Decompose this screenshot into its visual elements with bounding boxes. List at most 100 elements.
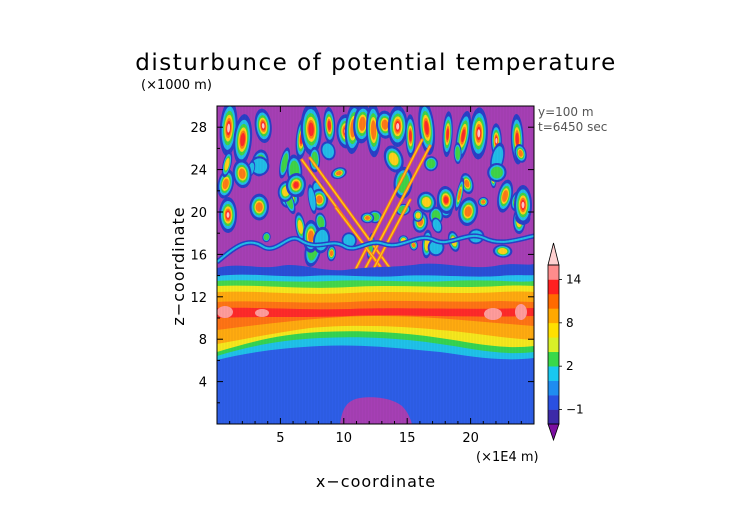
- chart-title: disturbunce of potential temperature: [135, 50, 617, 76]
- cell-contour: [457, 188, 462, 201]
- colorbar-bin: [548, 308, 559, 324]
- cell-contour: [316, 195, 323, 204]
- convective-cell: [405, 114, 416, 158]
- wave-front-core: [347, 139, 423, 285]
- y-tick-label: 4: [199, 376, 207, 391]
- cell-contour: [481, 200, 486, 204]
- x-tick-label: 15: [399, 431, 416, 446]
- cell-contour: [370, 120, 377, 140]
- colorbar-bin: [548, 351, 559, 367]
- convective-cell: [417, 191, 436, 213]
- cell-contour: [521, 201, 525, 209]
- x-axis-label: x−coordinate: [316, 472, 436, 491]
- cell-contour: [251, 158, 268, 174]
- cell-contour: [365, 215, 370, 220]
- y-tick-label: 24: [190, 164, 207, 179]
- cell-contour: [396, 123, 400, 130]
- convective-cell: [249, 193, 270, 221]
- colorbar-tick-label: −1: [566, 403, 584, 417]
- cell-contour: [495, 137, 498, 144]
- x-unit-label: (×1E4 m): [476, 450, 539, 465]
- cell-contour: [381, 119, 389, 130]
- cell-contour: [297, 219, 303, 234]
- cell-contour: [227, 123, 231, 133]
- cell-contour: [343, 234, 356, 247]
- convective-cell: [331, 167, 347, 180]
- x-tick-label: 10: [336, 431, 353, 446]
- convective-cell: [514, 185, 532, 225]
- convective-cell: [320, 141, 336, 161]
- convective-cell: [353, 106, 372, 144]
- convective-cell: [279, 147, 291, 179]
- cell-contour: [308, 122, 314, 137]
- cell-contour: [327, 120, 331, 131]
- convective-cell: [323, 107, 336, 144]
- cell-contour: [497, 248, 508, 255]
- y-unit-label: (×1000 m): [141, 78, 212, 93]
- convective-cell: [418, 106, 436, 156]
- convective-cell: [454, 177, 465, 211]
- cell-contour: [464, 206, 472, 217]
- wave-front-core: [335, 207, 381, 267]
- convective-cell: [360, 212, 375, 224]
- cell-contour: [308, 187, 316, 211]
- cell-contour: [424, 120, 429, 135]
- convective-cell: [412, 209, 424, 222]
- cell-contour: [238, 168, 246, 179]
- colorbar-bin: [548, 265, 559, 280]
- cell-contour: [397, 172, 410, 193]
- cell-contour: [293, 181, 299, 189]
- convective-cell: [221, 151, 233, 178]
- convective-cell: [436, 186, 456, 214]
- convective-cell: [294, 212, 306, 242]
- cell-contour: [518, 149, 523, 157]
- cell-contour: [409, 130, 412, 142]
- convective-cell: [478, 196, 489, 207]
- colorbar-bin: [548, 409, 559, 425]
- wavy-band-core: [217, 235, 534, 263]
- cell-contour: [359, 116, 366, 131]
- cell-contour: [515, 132, 519, 146]
- y-axis: 4 8 12 16 20 24 28: [190, 121, 534, 404]
- convective-cell: [232, 159, 252, 189]
- convective-cell: [254, 108, 272, 144]
- cell-contour: [388, 152, 399, 166]
- y-tick-label: 16: [190, 248, 207, 263]
- vertical-texture: [217, 106, 533, 424]
- convective-cell: [307, 184, 317, 215]
- convective-cell: [469, 107, 488, 160]
- wave-front-core: [373, 199, 411, 269]
- convective-cell: [497, 179, 514, 213]
- lower-blue-region: [217, 345, 534, 424]
- cell-contour: [461, 129, 466, 143]
- convective-cell: [514, 143, 527, 163]
- colorbar-tick-label: 14: [566, 272, 581, 286]
- colorbar-bin: [548, 380, 559, 396]
- annotation-t: t=6450 sec: [538, 120, 607, 134]
- convective-cell: [219, 106, 238, 156]
- convective-cell: [487, 162, 507, 183]
- cell-contour: [443, 196, 449, 204]
- cell-contour: [421, 197, 432, 208]
- colorbar-bin: [548, 395, 559, 410]
- convective-cell: [285, 173, 307, 197]
- cell-contour: [329, 250, 334, 257]
- colorbar-bin: [548, 322, 559, 338]
- pink-spot-far-right: [515, 304, 527, 320]
- convective-cell: [326, 245, 337, 262]
- cell-contour: [464, 179, 470, 188]
- upper-level-cells: [217, 106, 534, 288]
- cell-contour: [281, 153, 289, 173]
- cell-contour: [415, 212, 421, 219]
- convective-cell: [233, 114, 253, 166]
- y-tick-label: 28: [190, 121, 207, 136]
- colorbar-bin: [548, 293, 559, 309]
- plot-area: [217, 106, 534, 424]
- x-axis: 5 10 15 20: [229, 106, 522, 446]
- colorbar-tick-label: 8: [566, 316, 574, 330]
- convective-cell: [217, 169, 235, 199]
- cell-contour: [222, 178, 229, 190]
- y-axis-label: z−coordinate: [169, 206, 188, 325]
